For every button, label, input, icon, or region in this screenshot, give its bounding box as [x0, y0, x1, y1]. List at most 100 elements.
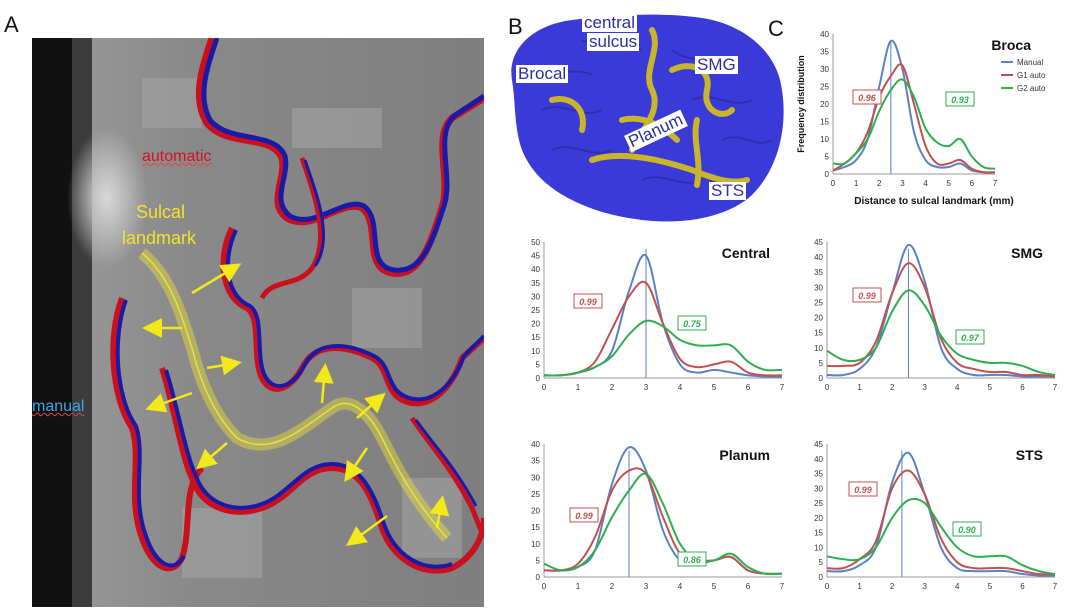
x-tick-label: 1 [576, 582, 581, 591]
y-tick-label: 0 [819, 573, 824, 582]
g1-correlation-box [569, 507, 599, 523]
x-tick-label: 4 [923, 179, 928, 188]
x-tick-label: 3 [922, 582, 927, 591]
x-tick-label: 7 [993, 179, 998, 188]
series-line-manual [543, 253, 783, 378]
series-line-manual [826, 244, 1055, 378]
y-tick-label: 40 [531, 265, 540, 274]
y-tick-label: 0 [819, 374, 824, 383]
manual-label: manual [32, 398, 85, 415]
brain-surface: central sulcus Brocal SMG Planum STS [492, 10, 792, 228]
y-tick-label: 20 [814, 514, 823, 523]
chart-title: Broca [991, 37, 1031, 53]
x-tick-label: 7 [1053, 383, 1058, 392]
g2-correlation-box [952, 521, 982, 537]
x-tick-label: 4 [678, 582, 683, 591]
series-line-g1-auto [826, 469, 1056, 576]
x-tick-label: 3 [922, 383, 927, 392]
y-tick-label: 15 [814, 329, 823, 338]
series-line-g2-auto [826, 497, 1056, 576]
x-tick-label: 5 [712, 582, 717, 591]
g1-correlation-value: 0.99 [575, 511, 593, 521]
x-tick-label: 6 [1020, 582, 1025, 591]
y-tick-label: 40 [820, 30, 829, 39]
series-line-manual [832, 39, 996, 174]
x-tick-label: 2 [890, 383, 895, 392]
panel-letter-b: B [508, 14, 523, 39]
x-tick-label: 3 [644, 582, 649, 591]
g1-correlation-value: 0.99 [854, 485, 872, 495]
g2-correlation-value: 0.90 [958, 525, 976, 535]
x-axis-label: Distance to sulcal landmark (mm) [854, 196, 1014, 207]
y-tick-label: 45 [531, 252, 540, 261]
sulcal-label-line1: Sulcal [136, 202, 186, 222]
x-tick-label: 5 [988, 582, 993, 591]
x-tick-label: 2 [610, 383, 615, 392]
x-tick-label: 7 [780, 383, 785, 392]
contours [110, 36, 487, 574]
y-tick-label: 10 [820, 135, 829, 144]
y-tick-label: 15 [820, 118, 829, 127]
x-tick-label: 1 [854, 179, 859, 188]
g2-correlation-value: 0.75 [683, 319, 702, 329]
legend-entry: G1 auto [1017, 71, 1046, 80]
y-tick-label: 35 [814, 470, 823, 479]
brain-label-central-line1: central [582, 13, 638, 32]
y-tick-label: 30 [531, 473, 540, 482]
y-tick-label: 20 [820, 100, 829, 109]
y-tick-label: 35 [531, 279, 540, 288]
legend-entry: G2 auto [1017, 84, 1046, 93]
x-tick-label: 0 [831, 179, 836, 188]
y-tick-label: 10 [814, 543, 823, 552]
series-line-manual [826, 451, 1056, 577]
series-line-g1-auto [543, 467, 783, 575]
chart-title: Planum [719, 447, 770, 463]
y-tick-label: 25 [814, 499, 823, 508]
g2-correlation-box [677, 551, 707, 567]
g2-correlation-value: 0.93 [951, 95, 969, 105]
x-tick-label: 0 [825, 383, 830, 392]
y-tick-label: 10 [531, 347, 540, 356]
g1-correlation-box [852, 287, 882, 303]
chart-title: STS [1016, 447, 1043, 463]
x-tick-label: 4 [955, 582, 960, 591]
y-tick-label: 0 [825, 170, 830, 179]
series-line-g2-auto [543, 319, 783, 377]
g2-correlation-box [945, 91, 975, 107]
y-tick-label: 0 [536, 374, 541, 383]
y-tick-label: 5 [536, 360, 541, 369]
g1-correlation-box [573, 293, 603, 309]
g1-correlation-box [848, 481, 878, 497]
y-tick-label: 20 [531, 507, 540, 516]
sulcal-label-line2: landmark [122, 228, 197, 248]
y-tick-label: 25 [814, 298, 823, 307]
series-line-g2-auto [832, 78, 996, 170]
y-tick-label: 5 [819, 558, 824, 567]
x-tick-label: 0 [825, 582, 830, 591]
x-tick-label: 6 [970, 179, 975, 188]
series-line-g2-auto [543, 472, 783, 576]
mri-slice: automatic Sulcal landmark manual [32, 36, 487, 607]
g2-correlation-box [955, 329, 985, 345]
x-tick-label: 1 [857, 582, 862, 591]
x-tick-label: 3 [644, 383, 649, 392]
x-tick-label: 0 [542, 383, 547, 392]
sulcal-landmark [137, 248, 452, 542]
g2-correlation-value: 0.97 [961, 333, 980, 343]
y-tick-label: 10 [531, 540, 540, 549]
x-tick-label: 1 [857, 383, 862, 392]
y-axis-label: Frequency distribution [796, 55, 806, 153]
automatic-label: automatic [142, 148, 212, 165]
y-tick-label: 25 [531, 490, 540, 499]
y-tick-label: 15 [531, 523, 540, 532]
y-tick-label: 25 [820, 83, 829, 92]
g1-correlation-value: 0.96 [858, 93, 877, 103]
y-tick-label: 5 [536, 556, 541, 565]
mri-image [32, 36, 487, 607]
x-tick-label: 5 [712, 383, 717, 392]
chart-title: Central [722, 245, 770, 261]
y-tick-label: 30 [814, 283, 823, 292]
x-tick-label: 3 [900, 179, 905, 188]
